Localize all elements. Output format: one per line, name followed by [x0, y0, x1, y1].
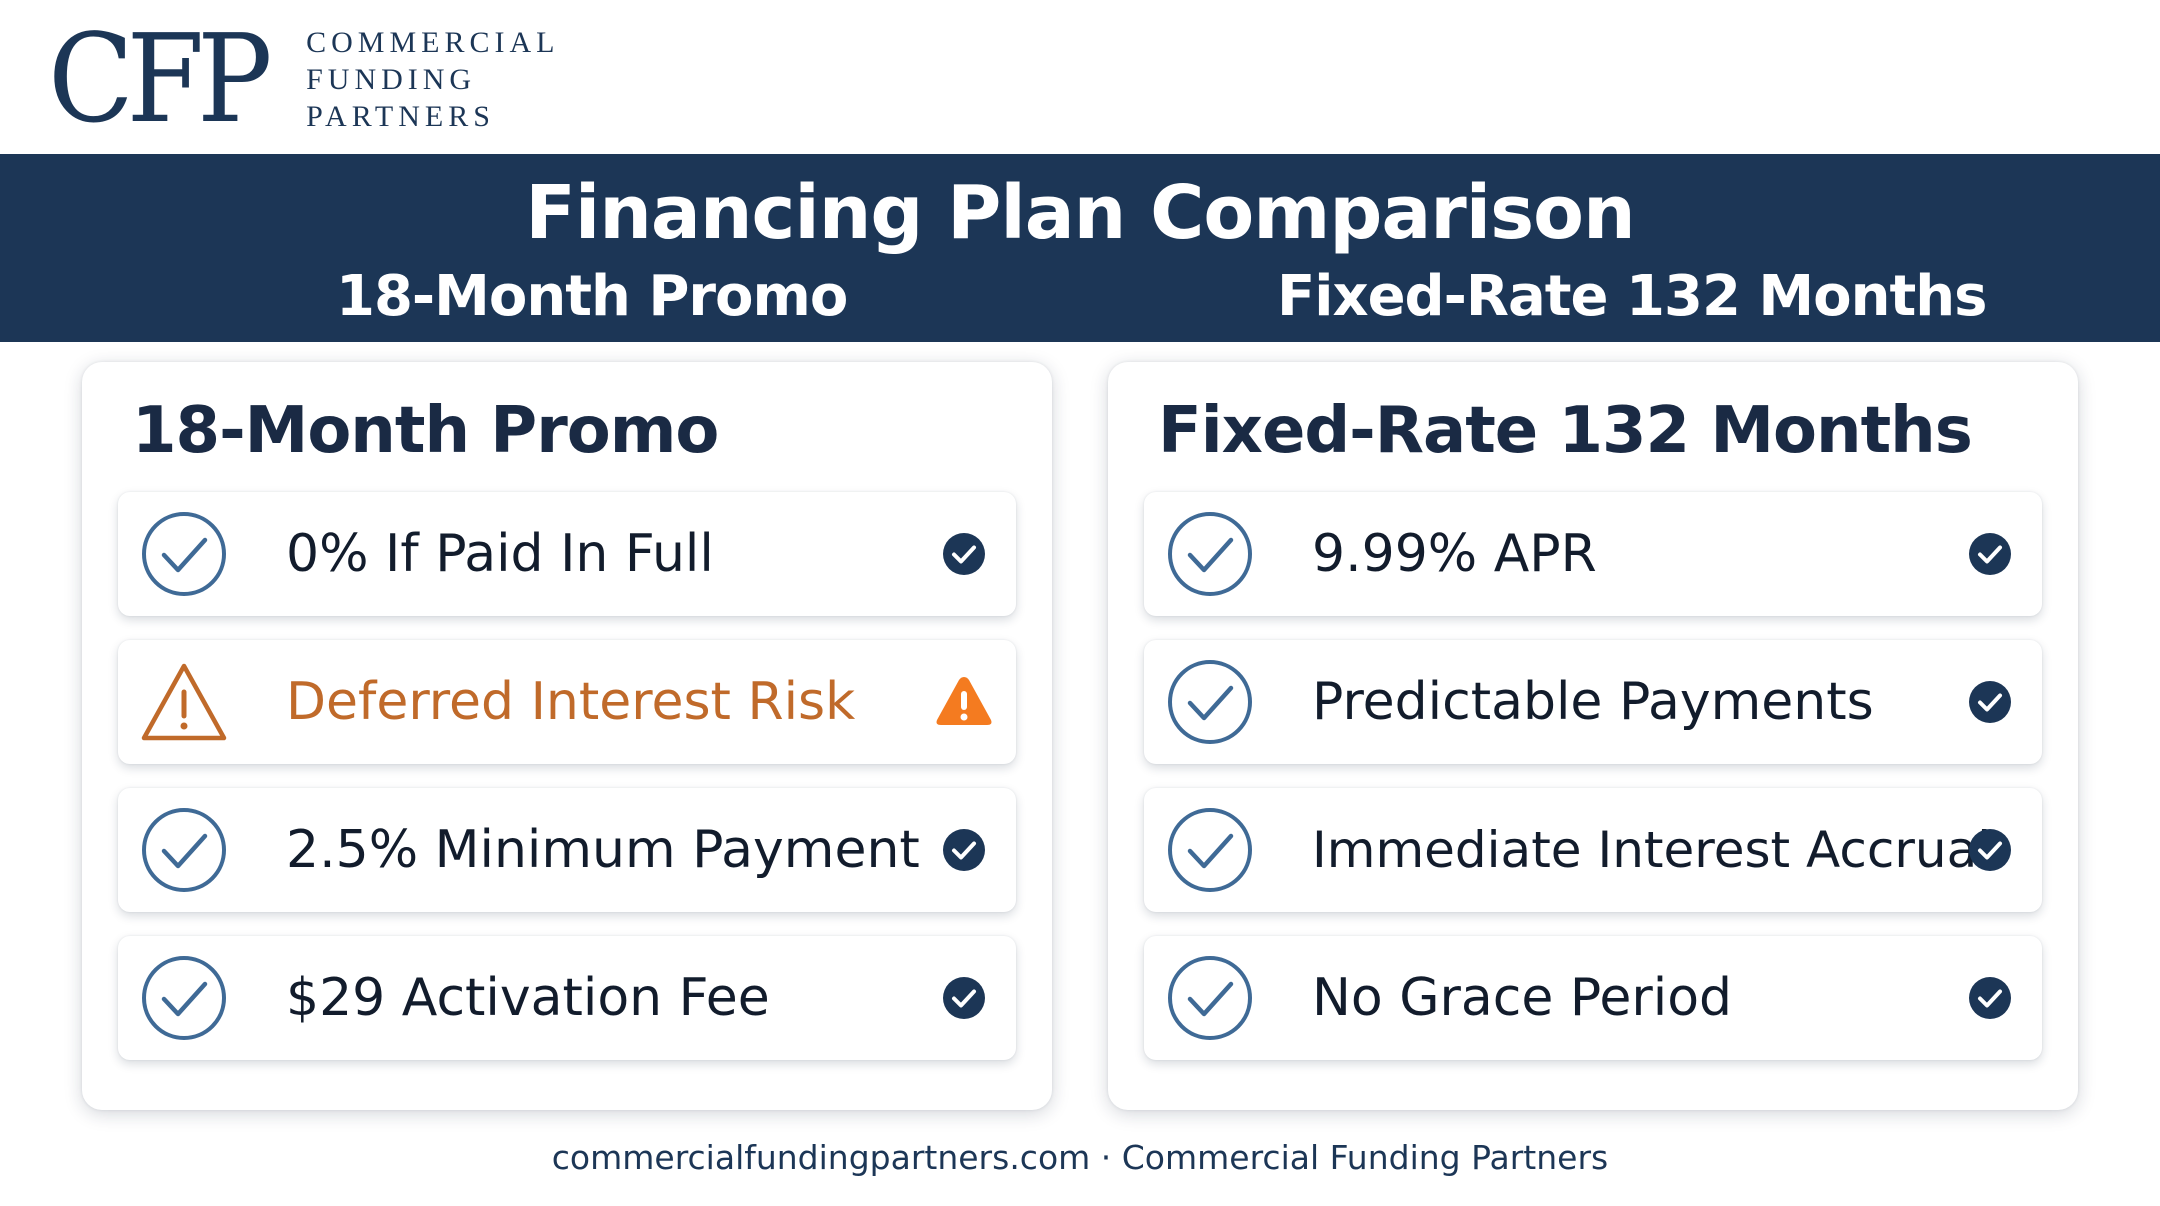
check-badge-icon: [1969, 533, 2011, 575]
logo-monogram: CFP: [48, 8, 273, 150]
feature-label: 0% If Paid In Full: [286, 524, 714, 584]
feature-label: $29 Activation Fee: [286, 968, 770, 1028]
warning-triangle-icon: [141, 663, 227, 741]
check-badge-icon: [943, 977, 985, 1019]
left-plan-heading: 18-Month Promo: [336, 264, 848, 329]
logo-line-3: PARTNERS: [306, 99, 495, 133]
feature-label: Immediate Interest Accrual: [1312, 821, 1992, 879]
feature-label: Predictable Payments: [1312, 672, 1874, 732]
fixed-rate-plan-card: Fixed-Rate 132 Months 9.99% APR Predicta…: [1108, 362, 2078, 1110]
card-title: 18-Month Promo: [132, 394, 719, 468]
circle-check-icon: [1168, 808, 1252, 892]
feature-row: Predictable Payments: [1144, 640, 2042, 764]
feature-label: 2.5% Minimum Payment: [286, 820, 920, 880]
card-title: Fixed-Rate 132 Months: [1158, 394, 1973, 468]
logo-wordmark: COMMERCIAL FUNDING PARTNERS: [306, 24, 559, 135]
page-title: Financing Plan Comparison: [525, 170, 1635, 256]
logo-line-2: FUNDING: [306, 62, 477, 96]
feature-row: 2.5% Minimum Payment: [118, 788, 1016, 912]
company-logo: CFP COMMERCIAL FUNDING PARTNERS: [48, 18, 559, 140]
footer-credit: commercialfundingpartners.com · Commerci…: [551, 1138, 1609, 1177]
promo-plan-card: 18-Month Promo 0% If Paid In Full Deferr…: [82, 362, 1052, 1110]
title-band: Financing Plan Comparison 18-Month Promo…: [0, 154, 2160, 342]
feature-row: No Grace Period: [1144, 936, 2042, 1060]
check-badge-icon: [1969, 829, 2011, 871]
circle-check-icon: [142, 956, 226, 1040]
feature-row: 9.99% APR: [1144, 492, 2042, 616]
feature-row: Deferred Interest Risk: [118, 640, 1016, 764]
feature-label: 9.99% APR: [1312, 524, 1597, 584]
check-badge-icon: [1969, 977, 2011, 1019]
check-badge-icon: [1969, 681, 2011, 723]
feature-row: $29 Activation Fee: [118, 936, 1016, 1060]
feature-row: 0% If Paid In Full: [118, 492, 1016, 616]
logo-line-1: COMMERCIAL: [306, 25, 560, 59]
feature-label: Deferred Interest Risk: [286, 672, 856, 732]
warning-badge-icon: [936, 677, 992, 725]
circle-check-icon: [1168, 660, 1252, 744]
right-plan-heading: Fixed-Rate 132 Months: [1277, 264, 1987, 329]
check-badge-icon: [943, 829, 985, 871]
circle-check-icon: [142, 512, 226, 596]
check-badge-icon: [943, 533, 985, 575]
feature-label: No Grace Period: [1312, 968, 1733, 1028]
circle-check-icon: [1168, 512, 1252, 596]
circle-check-icon: [142, 808, 226, 892]
feature-row: Immediate Interest Accrual: [1144, 788, 2042, 912]
circle-check-icon: [1168, 956, 1252, 1040]
